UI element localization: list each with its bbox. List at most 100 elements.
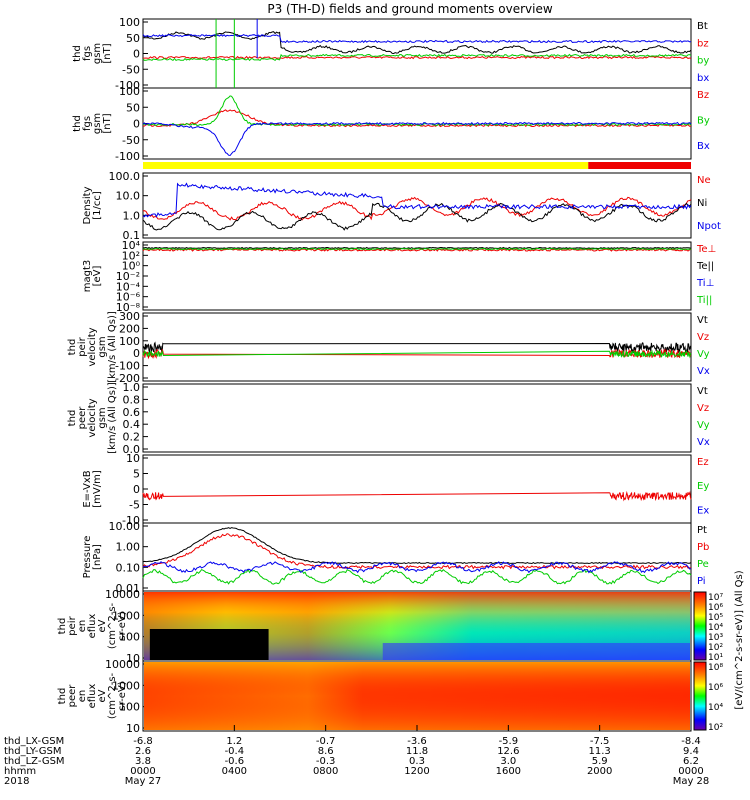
y-tick-label: 10.00 [109,520,141,533]
x-row-label: 2018 [4,776,29,787]
x-row-value: -8.4 [681,736,701,747]
legend-Ni: Ni [697,198,707,209]
y-tick-label: 50 [126,32,140,45]
colorbar-peir_en [693,591,707,661]
y-axis-label: thd [57,688,68,705]
x-row-value: -3.6 [407,736,427,747]
y-axis-label: Pressure [82,536,93,579]
legend-Vt: Vt [697,315,708,326]
x-row-value: 9.4 [683,746,699,757]
legend-Pi: Pi [697,576,706,587]
y-tick-label: -200 [115,372,140,385]
legend-Ti||: Ti|| [696,295,712,306]
legend-Ez: Ez [697,457,709,468]
plot-title: P3 (TH-D) fields and ground moments over… [267,2,552,16]
legend-Vx: Vx [697,366,710,377]
panel-frame-fgs_low [142,18,692,89]
y-tick-label: 10000 [105,658,140,671]
y-tick-label: 10⁻⁴ [116,280,141,293]
y-axis-label: peir [67,615,78,635]
x-row-value: -0.6 [225,756,245,767]
colorbar-tick: 10⁶ [708,683,723,693]
legend-Vz: Vz [697,332,709,343]
legend-Vy: Vy [697,349,710,360]
y-tick-label: 1000 [112,609,140,622]
x-row-value: -0.4 [225,746,245,757]
trace-Ni [142,202,692,231]
legend-By: By [697,115,710,126]
y-tick-label: 10.0 [116,190,141,203]
colorbar-tick: 10⁶ [708,603,723,613]
x-row-value: 0400 [222,766,247,777]
y-tick-label: 100.0 [109,170,141,183]
y-axis-label: thd [67,410,78,427]
trace-Pe [142,568,692,585]
trace-bx [142,33,692,44]
x-row-value: -0.7 [316,736,336,747]
x-row-label: thd_LX-GSM [4,736,64,747]
y-axis-label: velocity [87,398,98,437]
x-row-label: thd_LY-GSM [4,746,61,757]
x-row-label: thd_LZ-GSM [4,756,65,767]
y-axis-label: eV [97,619,108,632]
trace-Pi [142,561,692,574]
y-tick-label: -10 [122,514,140,527]
colorbar-tick: 10⁷ [708,593,723,603]
x-row-value: May 27 [125,776,162,787]
colorbar-peer_en [693,661,707,731]
legend-Npot: Npot [697,221,721,232]
y-axis-label: thd [72,115,83,132]
x-row-value: 0000 [130,766,155,777]
colorbar-tick: 10⁸ [708,663,723,673]
y-tick-label: 0.0 [123,443,141,456]
y-tick-label: 0 [133,483,140,496]
panel-frame-efield [142,454,692,524]
x-row-value: 11.8 [406,746,428,757]
y-tick-label: 10 [126,452,140,465]
y-axis-label: sr-eV) [117,611,128,640]
y-axis-label: velocity [87,327,98,366]
y-tick-label: 100 [119,85,140,98]
y-tick-label: -50 [122,63,140,76]
y-tick-label: 10⁻⁶ [116,291,141,304]
y-tick-label: 10⁰ [122,260,141,273]
y-axis-label: peer [77,406,88,430]
y-axis-label: eflux [87,614,98,639]
y-tick-label: 50 [126,101,140,114]
x-row-value: 6.2 [683,756,699,767]
legend-bx: bx [697,73,709,84]
y-tick-label: 0.1 [123,229,141,242]
legend-Vz: Vz [697,403,709,414]
y-tick-label: -100 [115,360,140,373]
y-axis-label: [nPa] [92,544,103,570]
x-row-value: -7.5 [590,736,610,747]
panel-frame-peer_vel [142,383,692,453]
trace-Vt [142,341,692,355]
y-tick-label: -100 [115,150,140,163]
x-row-value: 1200 [404,766,429,777]
trace-Ne [142,196,692,221]
legend-Vx: Vx [697,437,710,448]
y-tick-label: 10⁻² [116,270,140,283]
colorbar-tick: 10³ [708,633,723,643]
y-tick-label: 10000 [105,588,140,601]
trace-Bx [142,121,692,157]
x-row-value: 1600 [496,766,521,777]
y-tick-label: 0.8 [123,393,141,406]
legend-Bt: Bt [697,21,708,32]
legend-Te⊥: Te⊥ [696,244,716,255]
trace-Pt [142,527,692,565]
colorbar-tick: 10² [708,723,723,733]
legend-Pt: Pt [697,525,707,536]
panel-frame-peir_vel [142,312,692,382]
colorbar-tick: 10⁴ [708,703,723,713]
trace-bz [142,55,692,60]
y-axis-label: [km/s (All Qs)] [107,382,118,454]
y-axis-label: gsm [92,43,103,64]
y-tick-label: 1.0 [123,381,141,394]
x-row-value: 1.2 [226,736,242,747]
trace-Ez [142,490,692,502]
panel-frame-temperature [142,241,692,311]
colorbar-tick: 10² [708,643,723,653]
y-axis-label: Density [82,186,93,224]
